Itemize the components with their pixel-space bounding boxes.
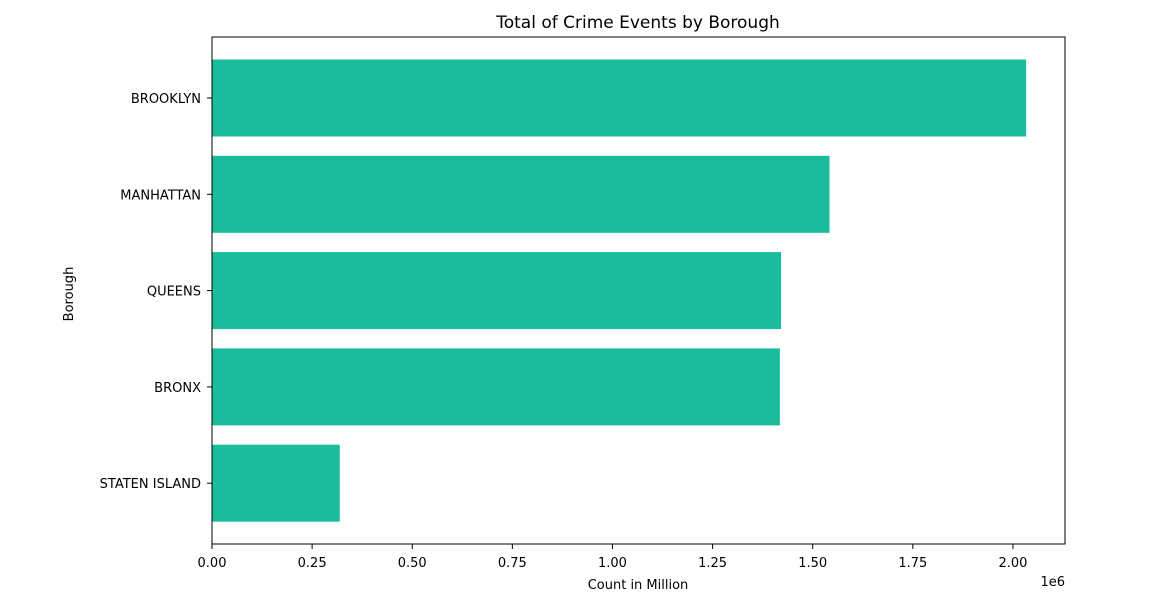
bar-manhattan <box>212 155 830 233</box>
x-tick-label: 1.00 <box>598 556 627 571</box>
x-tick-label: 2.00 <box>998 556 1027 571</box>
y-axis-label: Borough <box>62 267 77 322</box>
y-tick-label: STATEN ISLAND <box>100 477 201 492</box>
x-tick-label: 0.00 <box>198 556 227 571</box>
bar-brooklyn <box>212 59 1027 137</box>
x-tick-label: 0.50 <box>398 556 427 571</box>
x-tick-label: 0.25 <box>298 556 327 571</box>
y-axis-ticks: BROOKLYN MANHATTAN QUEENS BRONX STATEN ISLAN… <box>100 92 212 492</box>
plot-frame <box>211 36 1066 545</box>
y-tick-label: MANHATTAN <box>120 188 201 203</box>
bar-queens <box>212 252 782 330</box>
bar-staten-island <box>212 444 340 522</box>
y-tick-label: BROOKLYN <box>131 92 201 107</box>
bar-bronx <box>212 348 780 426</box>
bar-group <box>212 59 1027 522</box>
x-axis-label: Count in Million <box>588 578 689 593</box>
x-tick-label: 1.50 <box>798 556 827 571</box>
x-offset-label: 1e6 <box>1040 575 1065 590</box>
x-tick-label: 0.75 <box>498 556 527 571</box>
x-tick-label: 1.75 <box>898 556 927 571</box>
y-tick-label: QUEENS <box>147 285 201 300</box>
x-tick-label: 1.25 <box>698 556 727 571</box>
x-axis-ticks: 0.00 0.25 0.50 0.75 1.00 1.25 1.50 1.75 2.00 <box>198 544 1027 571</box>
y-tick-label: BRONX <box>154 381 201 396</box>
chart-title: Total of Crime Events by Borough <box>495 13 780 33</box>
